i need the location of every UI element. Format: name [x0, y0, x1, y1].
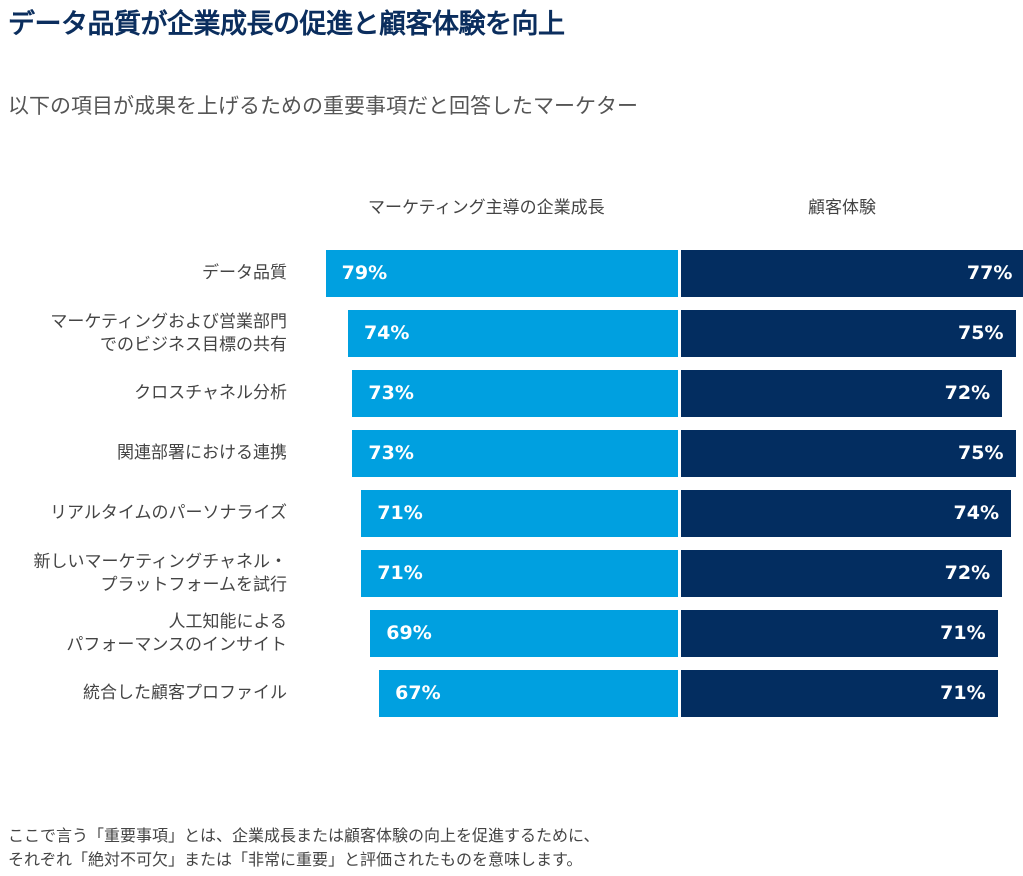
category-label-line: マーケティングおよび営業部門 — [50, 311, 287, 332]
data-label: 73% — [368, 382, 414, 404]
category-label: 統合した顧客プロファイル — [83, 682, 287, 705]
category-label-line: リアルタイムのパーソナライズ — [50, 503, 287, 523]
bar-customer-experience: 72% — [681, 370, 1003, 417]
data-label: 72% — [944, 562, 991, 584]
chart-title: データ品質が企業成長の促進と顧客体験を向上 — [8, 9, 565, 40]
bar-growth: 71% — [361, 550, 678, 597]
bar-customer-experience: 71% — [681, 670, 998, 717]
data-label: 71% — [377, 562, 423, 584]
category-label: データ品質 — [202, 262, 287, 285]
bar-growth: 79% — [325, 250, 678, 297]
bar-growth: 69% — [370, 610, 678, 657]
bar-growth: 73% — [352, 370, 678, 417]
data-label: 79% — [341, 262, 388, 284]
bar-customer-experience: 75% — [681, 430, 1016, 477]
data-label: 74% — [953, 502, 1000, 524]
data-label: 75% — [958, 322, 1004, 344]
footnote-line: それぞれ「絶対不可欠」または「非常に重要」と評価されたものを意味します。 — [8, 850, 583, 869]
category-label-line: 新しいマーケティングチャネル・ — [33, 551, 287, 572]
bar-customer-experience: 74% — [681, 490, 1012, 537]
category-label-line: プラットフォームを試行 — [100, 574, 288, 595]
category-label: 関連部署における連携 — [117, 442, 287, 465]
series-header-cx: 顧客体験 — [808, 198, 876, 218]
category-label: クロスチャネル分析 — [134, 382, 287, 405]
data-label: 72% — [944, 382, 991, 404]
series-header-growth: マーケティング主導の企業成長 — [368, 198, 605, 218]
data-label: 71% — [377, 502, 423, 524]
data-label: 77% — [966, 262, 1013, 284]
category-label-line: パフォーマンスのインサイト — [66, 634, 287, 655]
bar-growth: 67% — [379, 670, 678, 717]
footnote-line: ここで言う「重要事項」とは、企業成長または顧客体験の向上を促進するために、 — [8, 826, 600, 845]
data-label: 71% — [940, 682, 986, 704]
category-label-line: データ品質 — [202, 263, 287, 283]
category-label-line: クロスチャネル分析 — [134, 383, 287, 403]
category-label-line: 統合した顧客プロファイル — [83, 683, 287, 703]
data-label: 67% — [395, 682, 441, 704]
data-label: 73% — [368, 442, 414, 464]
category-label: 人工知能による パフォーマンスのインサイト — [66, 611, 287, 657]
data-label: 69% — [386, 622, 432, 644]
category-label: 新しいマーケティングチャネル・ プラットフォームを試行 — [34, 551, 287, 597]
bar-customer-experience: 72% — [681, 550, 1003, 597]
bar-growth: 71% — [361, 490, 678, 537]
category-label-line: でのビジネス目標の共有 — [100, 334, 287, 355]
data-label: 75% — [958, 442, 1004, 464]
chart-subtitle: 以下の項目が成果を上げるための重要事項だと回答したマーケター — [8, 94, 638, 118]
footnote: ここで言う「重要事項」とは、企業成長または顧客体験の向上を促進するために、 それ… — [8, 824, 600, 872]
bar-customer-experience: 77% — [681, 250, 1023, 297]
category-label: マーケティングおよび営業部門 でのビジネス目標の共有 — [50, 311, 287, 357]
category-label-line: 人工知能による — [168, 611, 288, 632]
category-label: リアルタイムのパーソナライズ — [50, 502, 287, 525]
category-label-line: 関連部署における連携 — [117, 443, 287, 463]
data-label: 71% — [940, 622, 986, 644]
bar-customer-experience: 71% — [681, 610, 998, 657]
bar-growth: 74% — [347, 310, 678, 357]
bar-growth: 73% — [352, 430, 678, 477]
bar-customer-experience: 75% — [681, 310, 1016, 357]
data-label: 74% — [363, 322, 410, 344]
